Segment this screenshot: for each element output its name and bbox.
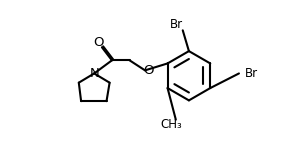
Text: O: O (143, 64, 153, 77)
Text: CH₃: CH₃ (160, 118, 182, 131)
Text: N: N (89, 67, 99, 80)
Text: Br: Br (170, 18, 183, 31)
Text: O: O (93, 36, 103, 49)
Text: Br: Br (245, 67, 258, 80)
